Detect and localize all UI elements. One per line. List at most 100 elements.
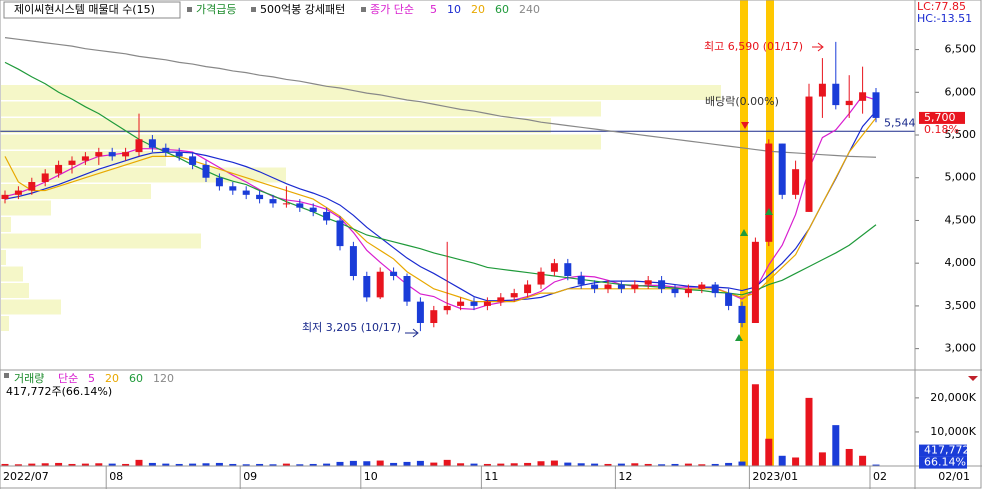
legend-entry: 20 <box>471 3 485 16</box>
candle-body <box>162 147 170 153</box>
candle-body <box>778 143 786 195</box>
signal-arrow <box>735 334 743 341</box>
candle-body <box>832 83 840 106</box>
ma-label: 종가 단순 <box>370 3 414 16</box>
price-profile-bar <box>1 266 23 282</box>
volume-legend-entry: 20 <box>105 372 119 385</box>
candle-body <box>215 177 223 187</box>
scroll-arrow <box>968 376 978 381</box>
last-volume-box <box>919 444 967 457</box>
volume-bar <box>591 463 599 466</box>
signal-arrow <box>741 122 749 129</box>
volume-bar <box>457 463 465 466</box>
volume-bar <box>725 462 733 466</box>
candle-body <box>577 276 585 285</box>
volume-bar <box>711 463 719 466</box>
volume-bar <box>363 461 371 466</box>
candle-body <box>765 143 773 242</box>
candle-body <box>108 152 116 157</box>
volume-bar <box>537 461 545 466</box>
candle-body <box>738 305 746 324</box>
candle-body <box>135 139 143 153</box>
volume-bar <box>14 464 22 466</box>
volume-bar <box>229 463 237 466</box>
x-tick-label: 2023/01 <box>752 470 798 483</box>
y-tick-label: 5,500 <box>945 128 977 141</box>
volume-bar <box>1 463 9 466</box>
last-volume-label: 417,772 <box>924 444 970 457</box>
candle-body <box>711 284 719 294</box>
legend-entry: 240 <box>519 3 540 16</box>
volume-bar <box>604 463 612 466</box>
volume-bar <box>765 438 773 466</box>
y-tick-label: 5,000 <box>945 171 977 184</box>
volume-bar <box>497 463 505 466</box>
volume-bar <box>644 463 652 466</box>
candle-body <box>68 160 76 165</box>
legend-entry: 60 <box>495 3 509 16</box>
volume-bar <box>269 464 277 466</box>
bullet <box>4 373 9 378</box>
volume-bar <box>189 463 197 466</box>
candle-body <box>242 190 250 195</box>
candle-body <box>41 173 49 183</box>
candle-body <box>792 169 800 195</box>
candle-body <box>524 284 532 294</box>
candle-body <box>122 152 130 157</box>
candle-body <box>55 164 63 174</box>
volume-bar <box>416 460 424 466</box>
volume-bar <box>430 462 438 466</box>
volume-legend-entry: 120 <box>153 372 174 385</box>
signal-arrow <box>765 208 773 215</box>
volume-bar <box>617 463 625 466</box>
price-profile-bar <box>1 200 51 216</box>
candle-body <box>510 293 518 298</box>
price-profile-bar <box>1 134 601 150</box>
candle-body <box>81 156 89 161</box>
x-tick-label: 12 <box>618 470 632 483</box>
volume-bar <box>403 461 411 466</box>
volume-bar <box>671 463 679 466</box>
candle-body <box>95 152 103 157</box>
volume-bar <box>390 462 398 466</box>
volume-bar <box>792 457 800 466</box>
candle-body <box>376 271 384 298</box>
lc-label: LC:77.85 <box>917 0 966 13</box>
price-profile-bar <box>1 316 9 331</box>
price-profile-bar <box>1 250 6 265</box>
volume-bar <box>658 464 666 466</box>
candle-body <box>416 301 424 324</box>
candle-body <box>202 164 210 178</box>
volume-ma-label: 단순 <box>58 372 78 385</box>
volume-bar <box>698 464 706 466</box>
reference-label: 5,544 <box>884 116 916 129</box>
bullet <box>361 7 366 12</box>
x-tick-label: 2022/07 <box>3 470 49 483</box>
volume-bar <box>631 463 639 466</box>
volume-bar <box>349 460 357 466</box>
chart-title: 제이씨현시스템 매물대 수(15) <box>14 3 155 16</box>
candle-body <box>323 211 331 221</box>
candle-body <box>671 288 679 294</box>
volume-bar <box>175 463 183 466</box>
x-axis-extra: 02/01 <box>938 470 970 483</box>
volume-bar <box>443 459 451 466</box>
candle-body <box>336 220 344 247</box>
price-profile-bar <box>1 101 601 117</box>
volume-bar <box>323 463 331 466</box>
x-tick-label: 08 <box>109 470 123 483</box>
candle-body <box>148 139 156 148</box>
title-box <box>3 1 181 19</box>
x-tick-label: 02 <box>873 470 887 483</box>
y-tick-label: 6,500 <box>945 43 977 56</box>
candle-body <box>818 83 826 97</box>
dividend-annotation: 배당락(0.00%) <box>705 95 779 108</box>
arrow <box>812 42 824 52</box>
candle-body <box>443 305 451 311</box>
y-tick-label: 10,000K <box>930 425 976 438</box>
volume-bar <box>215 462 223 466</box>
volume-bar <box>778 455 786 466</box>
y-tick-label: 4,000 <box>945 256 977 269</box>
